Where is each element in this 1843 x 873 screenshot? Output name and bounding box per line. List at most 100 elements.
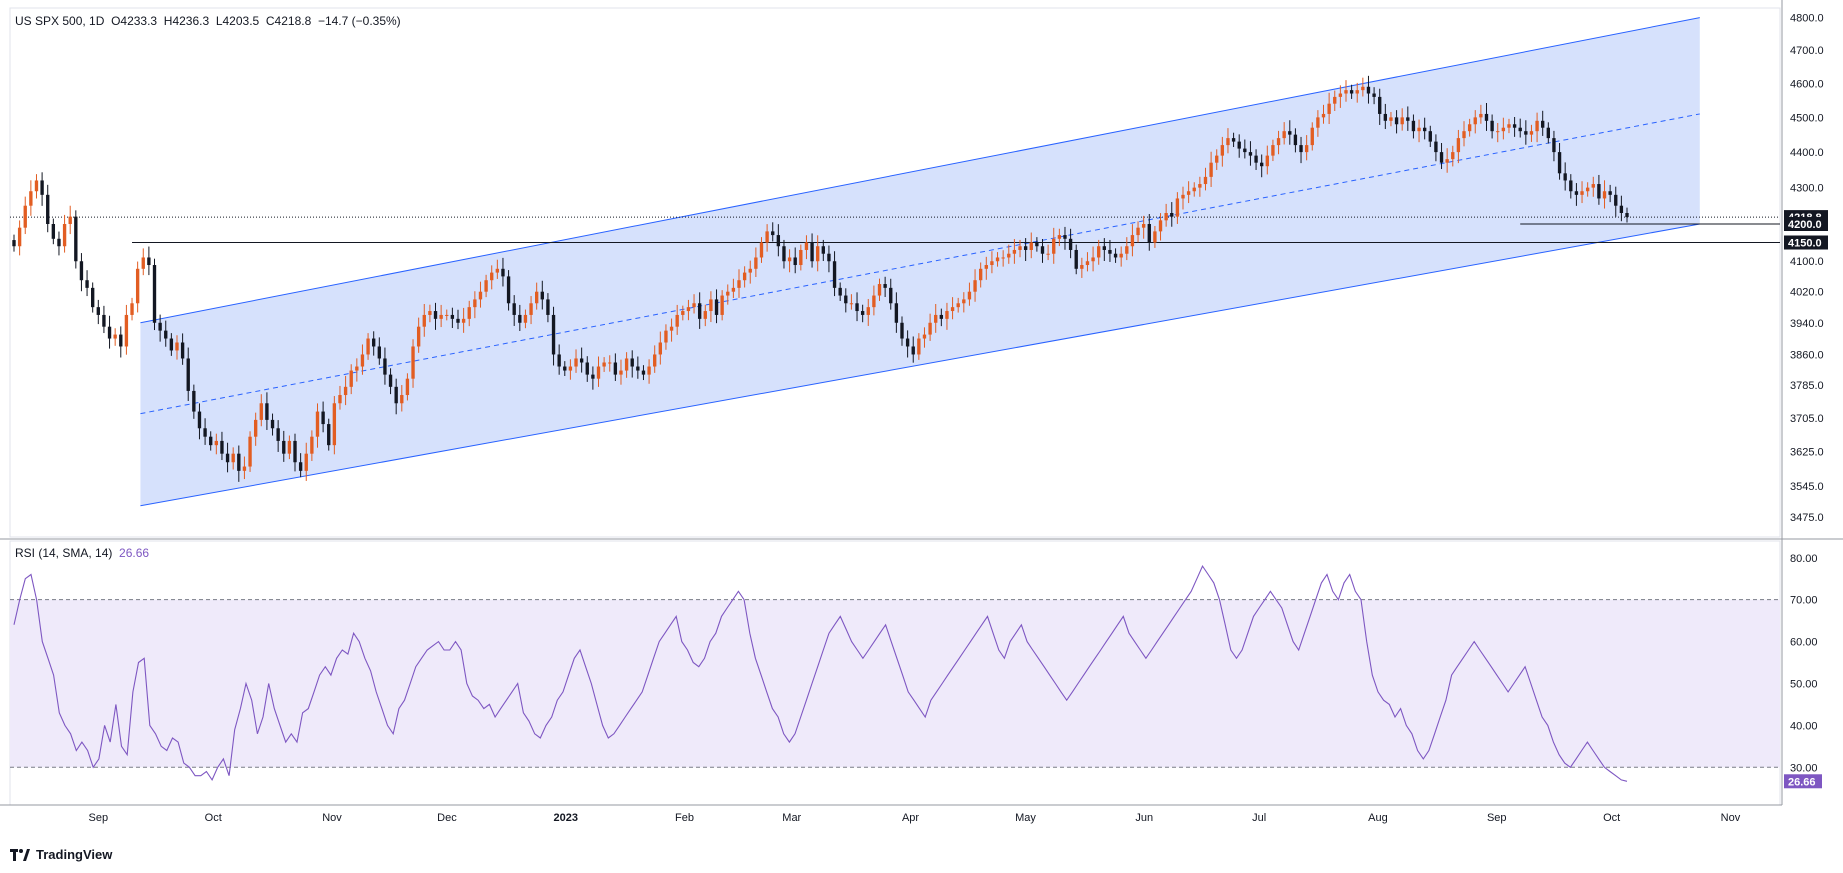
- candle-body: [310, 436, 314, 454]
- candle-body: [1108, 249, 1112, 254]
- candle-body: [653, 354, 657, 367]
- price-tick-label: 4100.0: [1790, 256, 1824, 268]
- price-tick-label: 4400.0: [1790, 147, 1824, 159]
- candle-body: [1215, 155, 1219, 163]
- candle-body: [641, 370, 646, 375]
- candle-body: [720, 295, 724, 315]
- candle-body: [872, 295, 876, 308]
- candle-body: [1293, 134, 1298, 146]
- channel-mid-line[interactable]: [140, 113, 1700, 415]
- candle-body: [1175, 198, 1180, 217]
- candle-body: [135, 268, 140, 304]
- time-tick-label: 2023: [553, 812, 577, 824]
- candle-body: [1097, 246, 1101, 258]
- time-tick-label: May: [1015, 812, 1036, 824]
- candle-body: [1467, 124, 1472, 132]
- candle-body: [1541, 120, 1545, 128]
- rsi-label[interactable]: RSI (14, SMA, 14): [15, 546, 113, 560]
- price-tick-label: 4800.0: [1790, 13, 1824, 25]
- candle-body: [220, 440, 224, 454]
- candle-body: [602, 362, 606, 367]
- candle-body: [1490, 120, 1494, 132]
- candle-body: [1046, 253, 1050, 255]
- candle-body: [608, 362, 612, 364]
- candle-body: [748, 268, 752, 273]
- candle-body: [1372, 93, 1376, 97]
- candle-body: [1153, 231, 1157, 243]
- candle-body: [894, 303, 899, 323]
- time-tick-label: Oct: [1603, 812, 1620, 824]
- symbol-name[interactable]: US SPX 500: [15, 14, 83, 28]
- candle-body: [1119, 253, 1123, 258]
- candle-body: [1394, 117, 1399, 125]
- time-tick-label: Oct: [205, 812, 222, 824]
- candle-body: [1411, 120, 1416, 132]
- candle-body: [164, 330, 168, 339]
- candle-body: [1192, 187, 1196, 192]
- candle-body: [630, 358, 634, 367]
- candle-body: [967, 291, 972, 300]
- rsi-line[interactable]: [13, 564, 1628, 782]
- candle-body: [1557, 152, 1562, 174]
- candle-body: [62, 224, 67, 247]
- candle-body: [506, 276, 511, 304]
- candle-body: [512, 303, 516, 315]
- candle-body: [17, 227, 22, 247]
- symbol-header: US SPX 500, 1D O4233.3 H4236.3 L4203.5 C…: [15, 14, 401, 28]
- candle-body: [304, 453, 308, 471]
- candle-body: [130, 303, 134, 315]
- candle-body: [978, 268, 983, 281]
- tradingview-logo[interactable]: TradingView: [10, 847, 112, 862]
- candle-body: [1254, 155, 1258, 163]
- candle-body: [1333, 96, 1337, 104]
- channel-lower-line[interactable]: [140, 223, 1700, 507]
- price-tick-label: 4300.0: [1790, 183, 1824, 195]
- candle-body: [557, 354, 561, 367]
- candle-body: [1018, 246, 1022, 250]
- candle-body: [321, 411, 325, 425]
- candle-body: [1316, 117, 1320, 128]
- candle-body: [1445, 159, 1449, 163]
- candle-body: [681, 311, 685, 315]
- candle-body: [1417, 127, 1421, 132]
- candle-body: [1563, 173, 1567, 181]
- candle-body: [1198, 184, 1202, 188]
- candle-body: [394, 386, 398, 404]
- candle-body: [529, 303, 533, 315]
- candle-body: [74, 216, 78, 262]
- candle-body: [259, 403, 263, 420]
- candle-body: [1091, 257, 1095, 262]
- candle-body: [990, 261, 994, 266]
- candle-body: [714, 299, 719, 315]
- candle-body: [922, 334, 927, 339]
- candle-body: [12, 240, 16, 247]
- candle-body: [1585, 187, 1590, 192]
- candle-body: [265, 403, 269, 420]
- candle-body: [995, 257, 1000, 262]
- candle-body: [579, 358, 584, 363]
- candle-body: [596, 366, 601, 379]
- interval[interactable]: 1D: [89, 14, 105, 28]
- candle-body: [1625, 213, 1629, 218]
- candle-body: [754, 257, 758, 269]
- candle-body: [282, 440, 286, 454]
- candle-body: [231, 453, 235, 463]
- candle-body: [439, 314, 443, 319]
- candle-body: [490, 272, 494, 281]
- candle-body: [467, 307, 471, 319]
- candle-body: [428, 311, 432, 315]
- candle-body: [478, 291, 483, 300]
- channel-upper-line[interactable]: [140, 17, 1700, 324]
- candle-body: [91, 287, 95, 308]
- rsi-tick-label: 50.00: [1790, 678, 1818, 690]
- candle-body: [377, 346, 381, 359]
- price-tick-label: 3545.0: [1790, 481, 1824, 493]
- candle-body: [742, 272, 747, 281]
- candle-body: [973, 280, 977, 292]
- candle-body: [102, 314, 106, 327]
- candle-body: [658, 342, 663, 355]
- candle-body: [1422, 127, 1427, 132]
- candle-body: [731, 287, 736, 292]
